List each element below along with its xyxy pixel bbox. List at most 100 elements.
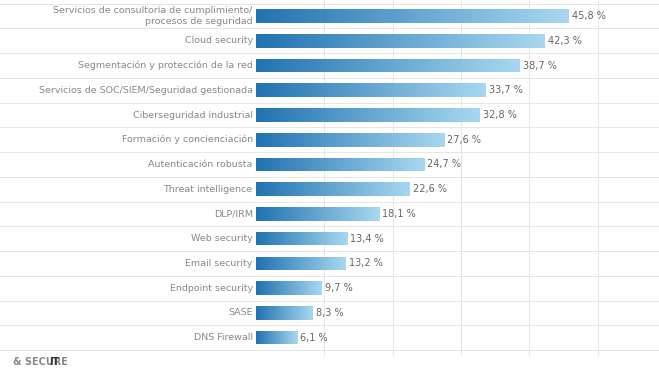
Bar (347, 83, 348, 97)
Bar (558, 9, 559, 23)
Bar (260, 59, 262, 72)
Bar (369, 34, 370, 47)
Bar (342, 59, 343, 72)
Bar (479, 108, 480, 122)
Bar (272, 59, 273, 72)
Bar (365, 183, 366, 196)
Bar (323, 83, 324, 97)
Bar (378, 158, 379, 171)
Bar (268, 59, 270, 72)
Bar (270, 158, 272, 171)
Bar (374, 133, 375, 147)
Bar (331, 83, 332, 97)
Bar (514, 59, 515, 72)
Text: 42,3 %: 42,3 % (548, 36, 581, 46)
Bar (306, 133, 307, 147)
Bar (522, 9, 523, 23)
Bar (372, 9, 374, 23)
Bar (363, 34, 364, 47)
Bar (308, 34, 310, 47)
Bar (340, 133, 341, 147)
Bar (326, 9, 328, 23)
Bar (384, 9, 386, 23)
Bar (453, 108, 454, 122)
Bar (282, 108, 283, 122)
Bar (335, 83, 337, 97)
Bar (428, 59, 429, 72)
Bar (325, 133, 326, 147)
Bar (515, 34, 516, 47)
Bar (324, 183, 325, 196)
Bar (307, 183, 308, 196)
Bar (285, 34, 287, 47)
Bar (329, 83, 330, 97)
Bar (279, 9, 281, 23)
Bar (442, 108, 443, 122)
Bar (289, 108, 290, 122)
Bar (277, 59, 279, 72)
Bar (420, 158, 421, 171)
Bar (303, 9, 304, 23)
Bar (337, 83, 338, 97)
Bar (337, 9, 339, 23)
Bar (503, 9, 505, 23)
Bar (392, 83, 393, 97)
Bar (360, 183, 361, 196)
Bar (492, 34, 493, 47)
Bar (375, 9, 376, 23)
Bar (389, 59, 391, 72)
Bar (393, 108, 394, 122)
Bar (341, 83, 343, 97)
Bar (409, 9, 411, 23)
Bar (279, 108, 281, 122)
Bar (451, 34, 453, 47)
Bar (403, 183, 404, 196)
Bar (474, 83, 476, 97)
Bar (408, 9, 409, 23)
Bar (361, 9, 362, 23)
Bar (438, 83, 439, 97)
Bar (295, 83, 297, 97)
Bar (356, 9, 358, 23)
Bar (403, 108, 404, 122)
Bar (521, 9, 522, 23)
Bar (262, 183, 263, 196)
Bar (291, 34, 292, 47)
Bar (312, 158, 314, 171)
Bar (374, 59, 375, 72)
Bar (351, 59, 353, 72)
Bar (260, 83, 261, 97)
Bar (448, 9, 450, 23)
Bar (337, 59, 338, 72)
Bar (464, 34, 465, 47)
Bar (370, 158, 371, 171)
Bar (309, 133, 310, 147)
Bar (358, 183, 360, 196)
Bar (546, 9, 547, 23)
Bar (297, 183, 298, 196)
Bar (258, 59, 259, 72)
Bar (505, 9, 506, 23)
Bar (347, 59, 349, 72)
Bar (405, 83, 406, 97)
Bar (476, 83, 477, 97)
Bar (386, 183, 387, 196)
Bar (271, 59, 272, 72)
Bar (312, 133, 314, 147)
Bar (442, 83, 444, 97)
Bar (430, 9, 431, 23)
Bar (365, 133, 366, 147)
Bar (368, 133, 369, 147)
Bar (301, 59, 302, 72)
Bar (325, 183, 326, 196)
Bar (371, 158, 372, 171)
Bar (426, 133, 428, 147)
Bar (462, 108, 463, 122)
Bar (526, 34, 528, 47)
Bar (269, 9, 270, 23)
Bar (259, 183, 260, 196)
Bar (482, 34, 483, 47)
Bar (302, 83, 303, 97)
Bar (339, 59, 341, 72)
Bar (355, 133, 356, 147)
